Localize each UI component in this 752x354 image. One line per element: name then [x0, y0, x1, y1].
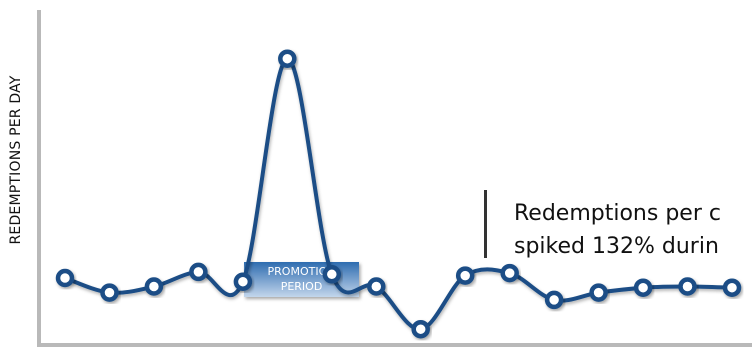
- data-point-13: [589, 283, 608, 302]
- data-point-15: [678, 277, 697, 296]
- data-point-12: [544, 290, 564, 310]
- callout-line1: Redemptions per c: [514, 201, 721, 226]
- data-point-11: [500, 263, 519, 283]
- promotion-label-line1: PROMOTION: [268, 265, 336, 278]
- data-point-9: [411, 319, 430, 339]
- callout-line2: spiked 132% durin: [514, 234, 719, 259]
- data-point-8: [367, 277, 386, 296]
- x-axis-line: [37, 343, 752, 347]
- data-point-6: [278, 49, 297, 68]
- data-point-7: [322, 265, 342, 284]
- data-point-markers: [55, 49, 742, 339]
- data-point-1: [55, 268, 75, 288]
- series-line: [63, 56, 734, 332]
- data-point-14: [633, 278, 653, 297]
- data-point-5: [233, 272, 253, 291]
- data-point-4: [189, 262, 208, 282]
- y-axis-line: [37, 10, 41, 346]
- callout-bar: [484, 190, 487, 258]
- data-point-2: [100, 283, 119, 302]
- data-point-3: [144, 277, 164, 296]
- callout-annotation: Redemptions per c spiked 132% durin: [484, 190, 721, 259]
- data-point-10: [455, 266, 475, 285]
- series-line-group: [63, 56, 734, 332]
- promotion-period-box: [244, 262, 359, 297]
- data-point-16: [722, 278, 742, 297]
- promotion-period-marker: PROMOTION PERIOD: [244, 262, 359, 297]
- promotion-label-line2: PERIOD: [281, 280, 323, 293]
- y-axis-label: REDEMPTIONS PER DAY: [8, 75, 24, 244]
